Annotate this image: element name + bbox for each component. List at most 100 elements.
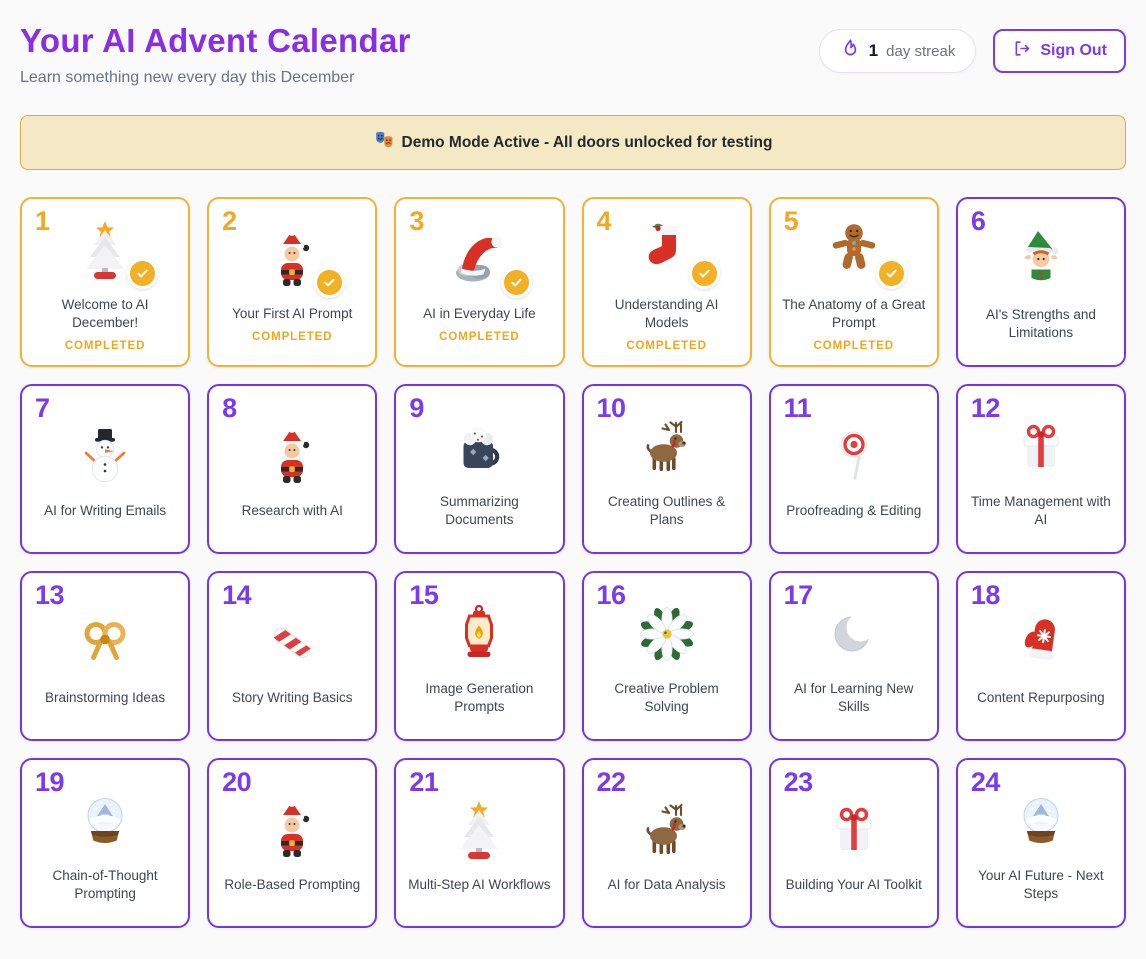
moon-icon <box>822 602 886 666</box>
door-title: Image Generation Prompts <box>425 681 534 714</box>
door-icon-wrap <box>260 424 324 488</box>
sign-out-button[interactable]: Sign Out <box>993 29 1126 73</box>
door-card-8[interactable]: 8 Research with AI <box>207 384 378 554</box>
door-icon-wrap <box>447 415 511 479</box>
door-number: 8 <box>222 393 237 423</box>
door-icon-wrap <box>73 789 137 853</box>
door-status: COMPLETED <box>439 330 520 343</box>
check-icon <box>501 267 533 299</box>
poinsettia-icon <box>635 602 699 666</box>
candy-stick-icon <box>260 611 324 675</box>
door-title: Story Writing Basics <box>231 690 353 706</box>
door-title: Understanding AI Models <box>614 297 719 330</box>
door-number: 12 <box>970 393 1001 423</box>
door-icon-wrap <box>1009 228 1073 292</box>
door-icon-wrap <box>447 227 533 299</box>
santa-hat-icon <box>447 227 511 291</box>
door-card-12[interactable]: 12 Time Management with AI <box>955 384 1126 554</box>
door-number: 18 <box>970 580 1001 610</box>
snow-globe-icon <box>73 789 137 853</box>
door-card-5[interactable]: 5 The Anatomy of a Great Prompt COMPLETE… <box>768 197 939 367</box>
door-card-7[interactable]: 7 AI for Writing Emails <box>20 384 191 554</box>
door-card-6[interactable]: 6 AI's Strengths and Limitations <box>955 197 1126 367</box>
door-icon-wrap <box>822 798 886 862</box>
snowman-icon <box>73 424 137 488</box>
mitten-icon <box>1009 611 1073 675</box>
door-card-13[interactable]: 13 Brainstorming Ideas <box>20 571 191 741</box>
door-icon-wrap <box>635 602 699 666</box>
door-number: 23 <box>783 767 814 797</box>
flame-icon <box>840 38 861 64</box>
door-title: AI's Strengths and Limitations <box>985 307 1096 340</box>
door-card-24[interactable]: 24 Your AI Future - Next Steps <box>955 758 1126 928</box>
check-icon <box>127 258 159 290</box>
door-title: AI for Writing Emails <box>44 503 167 519</box>
door-card-15[interactable]: 15 Image Generation Prompts <box>394 571 565 741</box>
door-status: COMPLETED <box>626 339 707 352</box>
door-icon-wrap <box>260 798 324 862</box>
door-title: AI for Data Analysis <box>607 877 726 893</box>
door-number: 2 <box>222 206 237 236</box>
door-icon-wrap <box>73 611 137 675</box>
calendar-grid: 1 Welcome to AI December! COMPLETED 2 Yo… <box>20 197 1126 928</box>
door-card-1[interactable]: 1 Welcome to AI December! COMPLETED <box>20 197 191 367</box>
door-title: Building Your AI Toolkit <box>785 877 922 893</box>
door-card-2[interactable]: 2 Your First AI Prompt COMPLETED <box>207 197 378 367</box>
door-title: Brainstorming Ideas <box>45 690 166 706</box>
door-icon-wrap <box>822 218 907 290</box>
door-card-20[interactable]: 20 Role-Based Prompting <box>207 758 378 928</box>
door-card-17[interactable]: 17 AI for Learning New Skills <box>768 571 939 741</box>
door-icon-wrap <box>822 424 886 488</box>
check-icon <box>875 258 907 290</box>
door-icon-wrap <box>1009 415 1073 479</box>
streak-badge: 1 day streak <box>818 29 977 73</box>
door-title: Summarizing Documents <box>440 494 519 527</box>
page-subtitle: Learn something new every day this Decem… <box>20 69 355 86</box>
door-card-11[interactable]: 11 Proofreading & Editing <box>768 384 939 554</box>
elf-icon <box>1009 228 1073 292</box>
door-icon-wrap <box>635 415 699 479</box>
door-number: 9 <box>409 393 424 423</box>
stocking-icon <box>635 218 699 282</box>
door-card-4[interactable]: 4 Understanding AI Models COMPLETED <box>581 197 752 367</box>
door-icon-wrap <box>822 602 886 666</box>
door-card-14[interactable]: 14 Story Writing Basics <box>207 571 378 741</box>
lantern-icon <box>447 602 511 666</box>
door-title: Role-Based Prompting <box>224 877 361 893</box>
door-card-22[interactable]: 22 AI for Data Analysis <box>581 758 752 928</box>
check-icon <box>314 267 346 299</box>
header: Your AI Advent Calendar Learn something … <box>20 16 1126 87</box>
door-icon-wrap <box>447 798 511 862</box>
door-status: COMPLETED <box>813 339 894 352</box>
door-title: Content Repurposing <box>977 690 1105 706</box>
christmas-tree-icon <box>447 798 511 862</box>
theater-masks-icon <box>374 130 395 156</box>
door-card-3[interactable]: 3 AI in Everyday Life COMPLETED <box>394 197 565 367</box>
door-card-18[interactable]: 18 Content Repurposing <box>955 571 1126 741</box>
door-number: 10 <box>596 393 627 423</box>
door-title: Research with AI <box>241 503 343 519</box>
door-card-10[interactable]: 10 Creating Outlines & Plans <box>581 384 752 554</box>
christmas-tree-icon <box>73 218 137 282</box>
door-icon-wrap <box>447 602 511 666</box>
door-title: Multi-Step AI Workflows <box>408 877 551 893</box>
gift-icon <box>1009 415 1073 479</box>
door-icon-wrap <box>73 218 159 290</box>
door-icon-wrap <box>73 424 137 488</box>
door-number: 15 <box>409 580 439 610</box>
door-card-21[interactable]: 21 Multi-Step AI Workflows <box>394 758 565 928</box>
door-number: 4 <box>596 206 612 236</box>
door-card-23[interactable]: 23 Building Your AI Toolkit <box>768 758 939 928</box>
door-title: Chain-of-Thought Prompting <box>52 868 158 901</box>
door-card-16[interactable]: 16 Creative Problem Solving <box>581 571 752 741</box>
door-title: Proofreading & Editing <box>786 503 922 519</box>
lollipop-icon <box>822 424 886 488</box>
santa-icon <box>260 798 324 862</box>
door-title: Time Management with AI <box>971 494 1111 527</box>
door-card-19[interactable]: 19 Chain-of-Thought Prompting <box>20 758 191 928</box>
header-actions: 1 day streak Sign Out <box>818 29 1126 73</box>
door-icon-wrap <box>260 611 324 675</box>
door-icon-wrap <box>1009 611 1073 675</box>
advent-calendar-page: Your AI Advent Calendar Learn something … <box>20 16 1126 928</box>
door-card-9[interactable]: 9 Summarizing Documents <box>394 384 565 554</box>
